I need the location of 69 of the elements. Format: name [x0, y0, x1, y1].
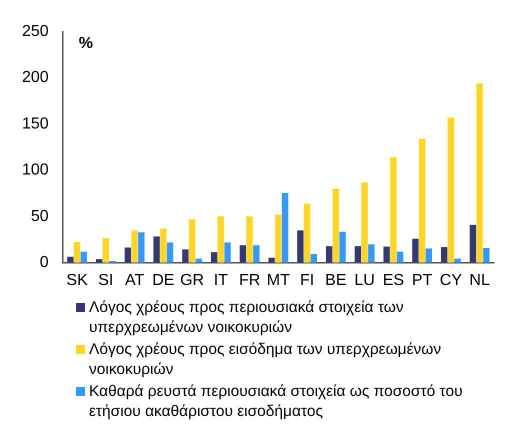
bar: [182, 249, 189, 263]
bar: [246, 216, 253, 263]
bar: [124, 248, 132, 263]
bar: [354, 246, 362, 263]
bar: [390, 157, 397, 263]
bar: [74, 242, 80, 263]
bar: [454, 258, 461, 263]
x-tick-label: GR: [180, 272, 204, 289]
bar: [80, 252, 87, 263]
x-tick-label: SI: [98, 272, 114, 289]
x-tick-label: LU: [354, 272, 375, 289]
bar: [426, 248, 432, 263]
bar: [339, 232, 346, 263]
legend-label: Καθαρά ρευστά περιουσιακά στοιχεία ως ποσοστό του ετήσιου ακαθάριστου εισοδήματος: [89, 382, 464, 422]
bar: [166, 242, 174, 263]
bar: [224, 242, 231, 263]
x-tick-label: FR: [238, 272, 260, 289]
x-tick-label: FI: [300, 272, 314, 289]
y-axis-title: %: [78, 35, 93, 52]
bar: [476, 83, 483, 263]
bar: [368, 244, 375, 263]
bar: [332, 188, 340, 263]
bar: [361, 182, 368, 263]
bar: [102, 238, 110, 263]
bar: [282, 192, 288, 263]
x-tick-label: MT: [266, 272, 290, 289]
bar: [138, 232, 144, 263]
x-tick-label: AT: [124, 272, 144, 289]
x-tick-label: PT: [412, 272, 433, 289]
y-tick-label: 0: [40, 254, 49, 272]
bar: [218, 216, 224, 263]
bar: [96, 259, 102, 263]
legend-label: Λόγος χρέους προς περιουσιακά στοιχεία των υπερχρεωμένων νοικοκυριών: [89, 298, 405, 338]
bar: [196, 258, 202, 263]
y-tick-label: 100: [22, 162, 49, 179]
bar: [188, 219, 196, 263]
bar: [470, 224, 476, 263]
bar: [304, 204, 310, 263]
bar: [383, 246, 390, 263]
legend-label: Λόγος χρέους προς εισόδημα των υπερχρεωμένων νοικοκυριών: [89, 340, 442, 380]
x-tick-label: CY: [440, 272, 462, 289]
x-tick-label: BE: [325, 272, 347, 289]
bar: [131, 230, 138, 263]
x-tick-label: DE: [152, 272, 174, 289]
y-tick-label: 50: [30, 208, 49, 225]
x-tick-label: IT: [214, 272, 228, 289]
bar: [275, 214, 282, 263]
x-tick-label: SK: [66, 272, 88, 289]
bar: [268, 258, 275, 263]
y-tick-label: 250: [22, 23, 49, 40]
bar: [153, 236, 160, 263]
bar: [310, 254, 317, 263]
bar: [297, 230, 304, 263]
bar: [483, 248, 490, 263]
bar: [67, 256, 74, 263]
bar: [418, 138, 426, 263]
bar: [326, 246, 332, 263]
bar: [396, 252, 404, 263]
y-tick-label: 150: [22, 115, 49, 132]
x-tick-label: NL: [469, 272, 490, 289]
bar: [210, 252, 218, 263]
x-tick-label: ES: [382, 272, 404, 289]
bar: [160, 228, 167, 263]
y-tick-label: 200: [22, 69, 49, 86]
bar: [253, 245, 260, 263]
bar: [440, 247, 448, 263]
bar: [412, 238, 419, 263]
bar: [448, 118, 454, 263]
bar: [240, 245, 246, 263]
